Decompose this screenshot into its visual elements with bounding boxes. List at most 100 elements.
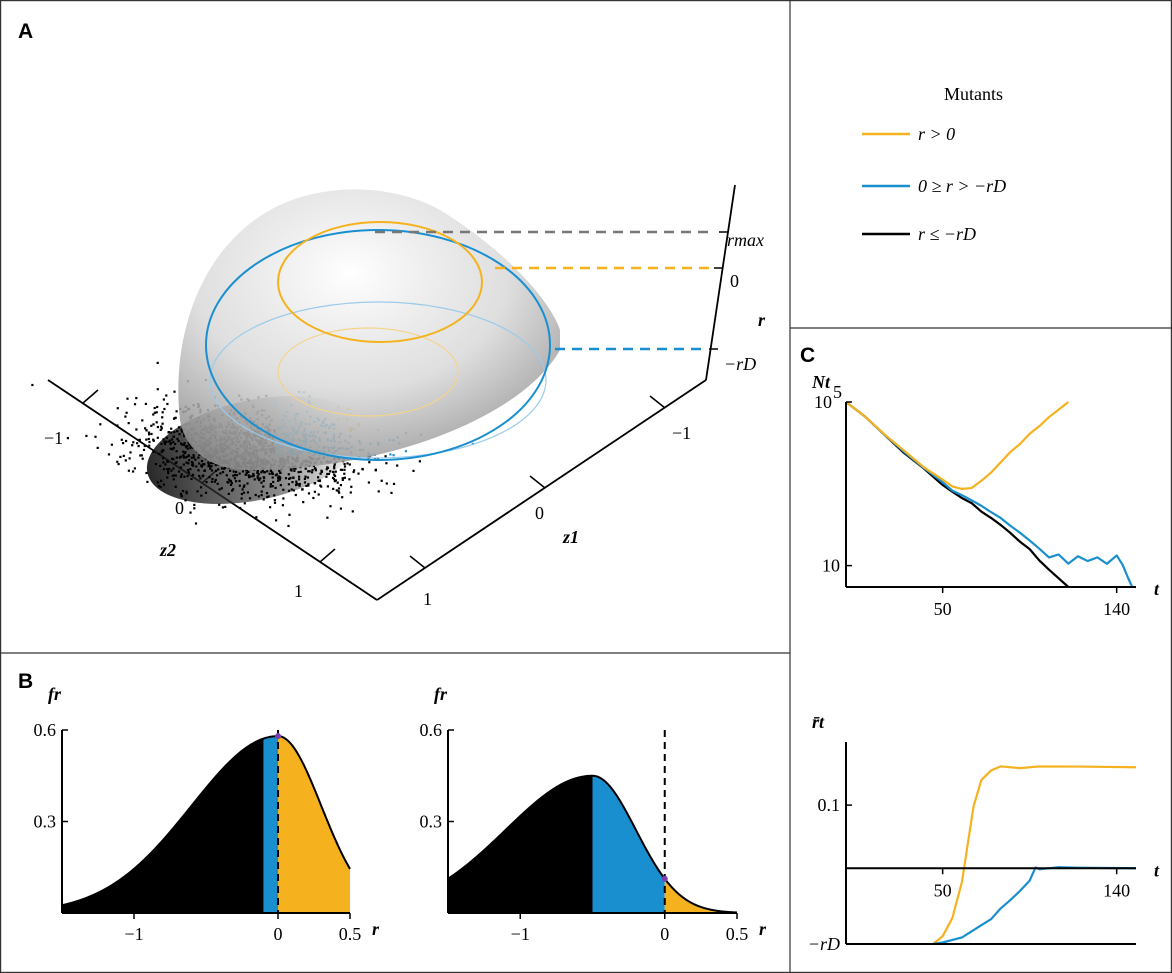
cloud-point [180, 494, 183, 497]
cloud-point [390, 491, 393, 494]
cloud-point [333, 480, 336, 483]
cloud-point [233, 473, 237, 476]
cloud-point [116, 407, 119, 410]
cloud-point [156, 425, 159, 429]
cloud-point [185, 455, 189, 458]
cloud-point [207, 465, 210, 468]
cloud-point [136, 442, 139, 445]
cloud-point [247, 470, 250, 473]
cloud-point [320, 485, 323, 488]
cloud-point [162, 461, 165, 464]
cloud-point [166, 459, 169, 463]
cloud-point [190, 477, 193, 481]
cloud-point [278, 475, 281, 478]
cloud-point [288, 513, 291, 516]
cloud-point [225, 474, 228, 477]
cloud-point [132, 470, 135, 473]
cloud-point [252, 474, 255, 477]
cloud-point [292, 476, 295, 479]
cloud-point [31, 383, 34, 387]
cloud-point [336, 481, 339, 484]
cloud-point [220, 487, 223, 490]
cloud-point [144, 427, 147, 430]
cloud-point [232, 470, 235, 473]
cloud-point [216, 474, 219, 477]
y-tick-label: −rD [808, 934, 840, 954]
cloud-point [320, 469, 323, 472]
panel-letter-a: A [18, 20, 33, 43]
cloud-point [254, 493, 257, 497]
cloud-point [260, 490, 263, 493]
cloud-point [165, 394, 168, 397]
cloud-point [161, 411, 164, 414]
cloud-point [128, 457, 131, 460]
cloud-point [297, 471, 300, 474]
cloud-point [159, 485, 162, 488]
cloud-point [326, 516, 329, 519]
cloud-point [279, 471, 282, 474]
cloud-point [163, 407, 166, 411]
cloud-point [196, 490, 199, 493]
cloud-point [287, 524, 290, 528]
x-tick-label: 0.5 [339, 924, 362, 944]
cloud-point [235, 470, 238, 474]
cloud-point [170, 427, 173, 430]
cloud-point [333, 465, 336, 468]
cloud-point [239, 506, 242, 510]
cloud-point [339, 507, 342, 510]
x-tick-label: 50 [934, 599, 952, 619]
cloud-point [182, 450, 185, 453]
series-line-0 [932, 765, 1137, 945]
cloud-point [326, 472, 329, 476]
cloud-point [256, 475, 259, 478]
cloud-point [337, 487, 341, 490]
cloud-point [263, 471, 266, 474]
cloud-point [326, 485, 329, 488]
cloud-point [229, 469, 232, 472]
cloud-point [292, 467, 295, 470]
cloud-point [125, 439, 128, 443]
cloud-point [396, 464, 399, 467]
z2-tick-label-1: −1 [44, 428, 63, 448]
cloud-point [203, 469, 206, 472]
cloud-point [174, 474, 177, 477]
inner-contour-orange [277, 327, 459, 417]
mean-growth-plot: 50 140 0.1 −rD r̄t t [808, 712, 1160, 954]
cloud-point [314, 482, 317, 485]
cloud-point [253, 478, 256, 481]
cloud-point [193, 507, 196, 510]
cloud-point [193, 503, 196, 506]
cloud-point [313, 490, 316, 493]
cloud-point [257, 495, 260, 498]
cloud-point [153, 406, 156, 410]
cloud-point [129, 451, 132, 454]
cloud-point [307, 483, 310, 486]
cloud-point [163, 440, 166, 443]
cloud-point [233, 477, 236, 480]
cloud-point [232, 488, 235, 491]
cloud-point [183, 434, 186, 438]
cloud-point [334, 474, 337, 478]
cloud-point [343, 472, 346, 475]
density-region-1 [592, 775, 665, 913]
cloud-point [337, 490, 340, 493]
cloud-point [224, 505, 227, 508]
cloud-point [133, 403, 137, 406]
cloud-point [155, 411, 158, 414]
cloud-point [144, 402, 147, 405]
cloud-point [287, 473, 290, 476]
cloud-point [273, 499, 276, 502]
cloud-point [199, 477, 202, 480]
cloud-point [217, 468, 220, 471]
cloud-point [307, 492, 311, 495]
cloud-point [185, 492, 188, 495]
cloud-point [277, 477, 280, 480]
cloud-point [209, 465, 212, 468]
cloud-point [201, 475, 204, 478]
z2-tick-label-2: 0 [175, 498, 184, 518]
cloud-point [325, 475, 328, 478]
cloud-point [229, 483, 233, 486]
cloud-point [162, 438, 165, 441]
cloud-point [272, 480, 275, 484]
cloud-point [271, 476, 274, 479]
